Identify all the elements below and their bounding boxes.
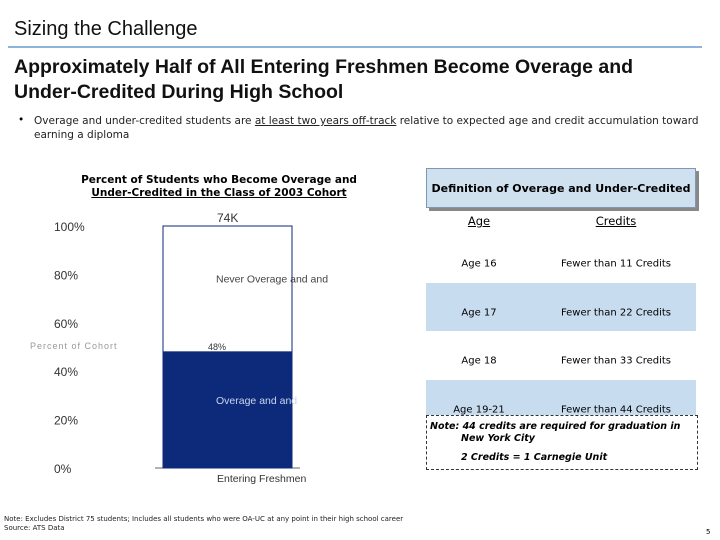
chart-title-line-1: Percent of Students who Become Overage a… — [81, 174, 357, 186]
age-cell: Age 19-21 — [453, 404, 505, 415]
definition-table: Age Credits Age 16 Fewer than 11 Credits… — [426, 210, 696, 428]
y-tick-label: 20% — [54, 414, 78, 428]
graduation-note: Note: 44 credits are required for gradua… — [430, 421, 695, 445]
bullet-text-emphasis: at least two years off-track — [254, 115, 397, 127]
headline: Approximately Half of All Entering Fresh… — [14, 55, 714, 105]
bullet-text-pre: Overage and under-credited students are — [34, 115, 255, 127]
chart-title-line-2: Under-Credited in the Class of 2003 Coho… — [91, 187, 347, 199]
carnegie-unit-note: 2 Credits = 1 Carnegie Unit — [461, 452, 608, 463]
age-column-header: Age — [467, 214, 491, 228]
age-cell: Age 16 — [461, 258, 497, 270]
credits-cell: Fewer than 22 Credits — [560, 307, 672, 318]
page-number: 5 — [706, 528, 711, 536]
credits-cell: Fewer than 33 Credits — [560, 355, 672, 367]
footer-note: Note: Excludes District 75 students; Inc… — [4, 515, 404, 523]
y-axis-title: Percent of Cohort — [30, 341, 118, 351]
definition-header: Definition of Overage and Under-Credited — [426, 168, 696, 208]
graduation-note-line-2: New York City — [461, 433, 535, 444]
section-title: Sizing the Challenge — [14, 18, 198, 40]
age-cell: Age 17 — [461, 307, 497, 318]
headline-line-1: Approximately Half of All Entering Fresh… — [14, 56, 634, 78]
credits-cell: Fewer than 44 Credits — [560, 404, 672, 415]
data-label: 48% — [208, 342, 226, 352]
bar-segment-never-overage — [162, 225, 293, 353]
y-tick-label: 40% — [54, 365, 78, 379]
bullet-text-post: relative to expected age and credit accu… — [34, 115, 699, 141]
footer-notes: Note: Excludes District 75 students; Inc… — [4, 515, 403, 533]
bar-segment-overage — [162, 351, 293, 469]
definition-row: Age 16 Fewer than 11 Credits — [426, 234, 696, 283]
graduation-note-line-1: Note: 44 credits are required for gradua… — [430, 421, 681, 432]
definition-row: Age 17 Fewer than 22 Credits — [426, 282, 696, 331]
y-tick-label: 80% — [54, 268, 78, 282]
x-category-label: Entering Freshmen — [217, 473, 306, 485]
age-cell: Age 18 — [461, 355, 497, 367]
bullet-text: Overage and under-credited students are … — [34, 114, 714, 142]
footer-source: Source: ATS Data — [4, 524, 65, 532]
credits-cell: Fewer than 11 Credits — [560, 258, 672, 270]
chart-title: Percent of Students who Become Overage a… — [66, 174, 372, 200]
graduation-note-box — [426, 415, 698, 470]
y-tick-label: 0% — [54, 462, 72, 476]
headline-line-2: Under-Credited During High School — [14, 81, 344, 103]
series-label: Never Overage and and — [216, 274, 328, 286]
series-label: Overage and and — [216, 395, 297, 407]
definition-row: Age 18 Fewer than 33 Credits — [426, 331, 696, 380]
total-label: 74K — [217, 211, 238, 225]
stacked-bar-chart: 0% 20% 40% 60% 80% 100% Percent of Cohort Overa… — [30, 211, 328, 485]
y-tick-label: 100% — [54, 220, 85, 234]
definition-table-header: Age Credits — [426, 210, 696, 234]
title-divider — [8, 46, 702, 48]
credits-column-header: Credits — [595, 214, 637, 228]
y-tick-label: 60% — [54, 317, 78, 331]
bullet-marker: • — [18, 114, 25, 126]
